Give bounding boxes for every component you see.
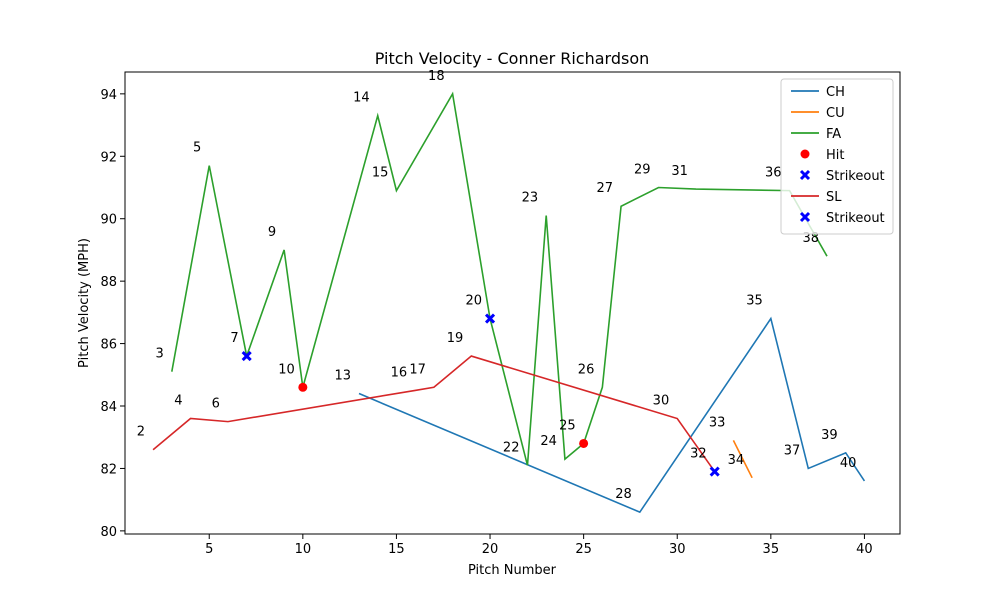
pitch-number-annotation: 27 [597,181,614,196]
series-line-cu [732,439,753,479]
x-tick-label: 5 [205,542,213,557]
point-hit [579,438,589,448]
pitch-number-annotation: 16 [391,365,408,380]
legend-label: SL [826,190,842,205]
pitch-number-annotation: 22 [503,440,520,455]
point-hit [298,382,308,392]
pitch-number-annotation: 9 [268,225,276,240]
y-axis: 80 82 84 86 88 90 92 94 [100,88,125,540]
legend-label: Hit [826,148,844,163]
pitch-number-annotation: 37 [784,443,801,458]
legend-label: CH [826,85,845,100]
x-axis-label: Pitch Number [468,563,557,578]
pitch-number-annotation: 32 [690,447,707,462]
pitch-number-annotation: 36 [765,166,782,181]
x-tick-label: 35 [763,542,780,557]
y-tick-label: 94 [100,88,117,103]
legend-label: Strikeout [826,211,885,226]
pitch-number-annotation: 23 [522,191,539,206]
pitch-number-annotation: 2 [137,425,145,440]
pitch-number-annotation: 6 [212,397,220,412]
legend-label: FA [826,127,841,142]
pitch-number-annotation: 4 [174,394,182,409]
legend-item: CH [791,85,845,100]
series-line-ch [358,316,866,514]
legend-marker [799,211,811,223]
legend-item: Hit [800,148,844,163]
pitch-number-annotation: 17 [409,362,426,377]
pitch-number-annotation: 33 [709,415,726,430]
pitch-number-annotation: 15 [372,166,389,181]
legend-item: Strikeout [799,211,885,226]
pitch-number-annotation: 25 [559,418,576,433]
legend: CH CU FA Hit Strikeout SL Strikeout [780,78,894,235]
pitch-number-annotation: 35 [746,294,763,309]
pitch-number-annotation: 20 [465,294,482,309]
x-tick-label: 10 [295,542,312,557]
pitch-number-annotation: 7 [230,331,238,346]
pitch-number-annotation: 40 [840,456,857,471]
pitch-number-annotation: 19 [447,331,464,346]
legend-label: CU [826,106,845,121]
pitch-number-annotation: 14 [353,91,370,106]
point-strikeout [241,351,252,362]
pitch-number-annotation: 13 [334,369,351,384]
pitch-number-annotation: 5 [193,141,201,156]
y-tick-label: 88 [100,275,117,290]
x-tick-label: 40 [856,542,873,557]
pitch-number-annotation: 31 [671,164,688,179]
y-tick-label: 92 [100,150,117,165]
y-axis-label: Pitch Velocity (MPH) [77,238,92,368]
legend-item: CU [791,106,845,121]
chart-title: Pitch Velocity - Conner Richardson [375,49,650,68]
y-tick-label: 80 [100,525,117,540]
pitch-number-annotation: 30 [653,394,670,409]
legend-item: FA [791,127,841,142]
x-tick-label: 20 [482,542,499,557]
point-strikeout [484,313,496,324]
pitch-number-annotation: 28 [615,487,632,502]
y-tick-label: 84 [100,400,117,415]
x-axis: 5 10 15 20 25 30 35 40 [205,534,873,557]
x-tick-label: 25 [575,542,592,557]
pitch-number-annotation: 3 [156,347,164,362]
legend-item: Strikeout [799,169,885,184]
axes-frame [124,71,901,535]
pitch-number-annotation: 24 [540,434,557,449]
legend-marker [799,169,811,181]
x-tick-label: 30 [669,542,686,557]
pitch-number-annotation: 26 [578,362,595,377]
y-tick-label: 90 [100,213,117,228]
x-tick-label: 15 [388,542,405,557]
pitch-number-annotation: 38 [802,231,819,246]
y-tick-label: 82 [100,462,117,477]
point-strikeout [709,466,720,477]
pitch-number-annotation: 34 [728,453,745,468]
series-line-sl [152,355,716,473]
pitch-number-annotation: 39 [821,428,838,443]
legend-item: SL [791,190,842,205]
series-line-fa [171,91,828,466]
pitch-number-annotation: 18 [428,69,445,84]
pitch-number-annotation: 29 [634,163,651,178]
pitch-number-annotation: 10 [278,362,295,377]
y-tick-label: 86 [100,338,117,353]
legend-label: Strikeout [826,169,885,184]
